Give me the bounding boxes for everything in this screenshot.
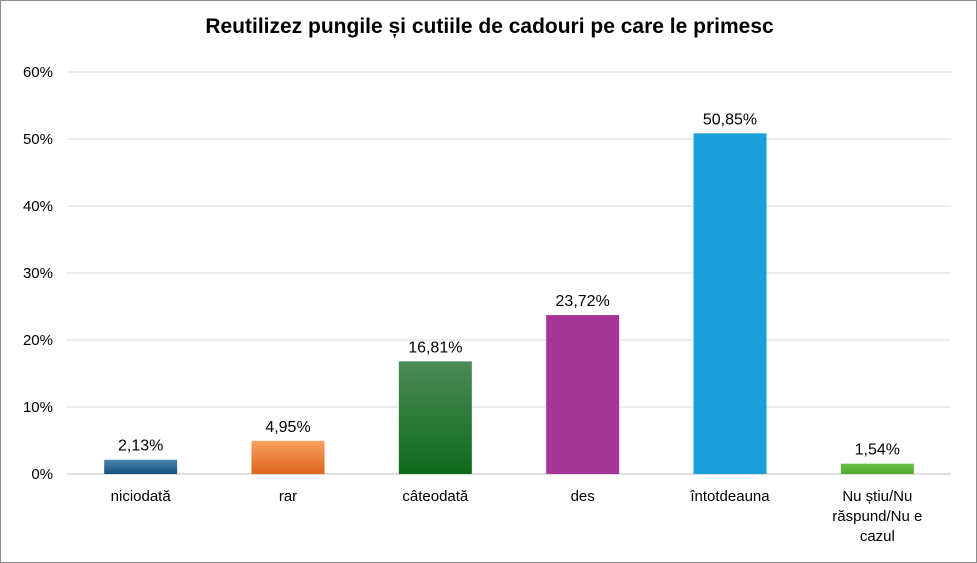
data-label: 23,72% xyxy=(556,293,610,310)
bar xyxy=(546,315,620,474)
x-category-label: Nu știu/Nu răspund/Nu e cazul xyxy=(832,488,922,545)
x-category-label: rar xyxy=(279,488,297,505)
bar xyxy=(251,440,325,474)
bar xyxy=(398,361,472,474)
y-tick-label: 10% xyxy=(23,399,53,416)
bar xyxy=(693,133,767,474)
y-tick-label: 50% xyxy=(23,131,53,148)
data-label: 4,95% xyxy=(265,419,310,436)
data-label: 2,13% xyxy=(118,438,163,455)
x-category-label: câteodată xyxy=(402,488,469,505)
x-category-label: niciodată xyxy=(111,488,172,505)
chart-title: Reutilizez pungile și cutiile de cadouri… xyxy=(205,15,774,38)
x-category-label: întotdeauna xyxy=(689,488,770,505)
data-label: 50,85% xyxy=(703,111,757,128)
bar xyxy=(104,459,178,474)
y-tick-label: 20% xyxy=(23,332,53,349)
y-tick-label: 0% xyxy=(31,466,53,483)
data-label: 16,81% xyxy=(408,339,462,356)
bar xyxy=(840,463,914,474)
x-category-label: des xyxy=(571,488,595,505)
y-tick-label: 40% xyxy=(23,198,53,215)
y-tick-label: 60% xyxy=(23,64,53,81)
y-tick-label: 30% xyxy=(23,265,53,282)
data-label: 1,54% xyxy=(855,442,900,459)
